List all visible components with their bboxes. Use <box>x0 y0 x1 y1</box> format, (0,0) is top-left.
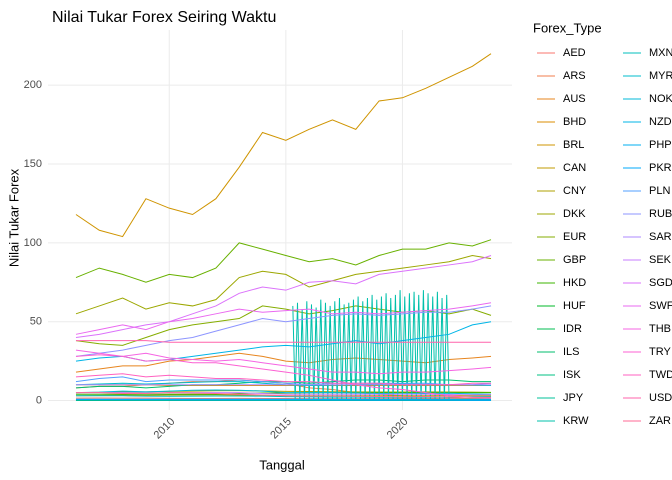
legend-label: MYR <box>649 70 672 82</box>
y-tick-label: 0 <box>36 394 42 406</box>
series-line <box>75 376 492 386</box>
legend-label: CNY <box>563 185 587 197</box>
legend-label: ARS <box>563 70 586 82</box>
series-line <box>75 340 492 343</box>
legend-label: PHP <box>649 139 672 151</box>
y-axis-title: Nilai Tukar Forex <box>6 168 21 267</box>
legend-label: BHD <box>563 116 586 128</box>
legend-label: ZAR <box>649 415 671 427</box>
legend-label: GBP <box>563 254 586 266</box>
legend-label: PKR <box>649 162 672 174</box>
legend-label: KRW <box>563 415 589 427</box>
legend-label: JPY <box>563 392 584 404</box>
x-axis-title: Tanggal <box>259 457 305 472</box>
legend-label: ILS <box>563 346 580 358</box>
legend-label: SAR <box>649 231 672 243</box>
legend-label: ISK <box>563 369 581 381</box>
legend-label: RUB <box>649 208 672 220</box>
legend-label: DKK <box>563 208 586 220</box>
legend-label: TWD <box>649 369 672 381</box>
x-tick-label: 2020 <box>385 416 411 442</box>
series-line <box>75 305 492 357</box>
series-line <box>75 302 492 335</box>
x-tick-label: 2010 <box>152 416 178 442</box>
legend: AED ARS AUS BHD BRL CAN CNY DKK EUR GBP HKD HUF IDR I… <box>537 47 672 427</box>
legend-label: THB <box>649 323 671 335</box>
legend-label: NOK <box>649 93 672 105</box>
series-line <box>75 53 492 238</box>
legend-label: SWF <box>649 300 672 312</box>
legend-label: CAN <box>563 162 586 174</box>
lines <box>75 53 492 402</box>
legend-label: NZD <box>649 116 672 128</box>
series-line <box>292 290 450 400</box>
series-line <box>75 389 492 395</box>
y-tick-label: 200 <box>24 79 42 91</box>
series-line <box>75 352 492 373</box>
series-line <box>75 349 492 375</box>
grid <box>48 30 512 410</box>
legend-label: IDR <box>563 323 582 335</box>
x-tick-label: 2015 <box>268 416 294 442</box>
series-line <box>75 395 492 398</box>
series-line <box>75 239 492 283</box>
series-line <box>75 354 492 399</box>
y-tick-label: 50 <box>30 316 42 328</box>
series-line <box>75 255 492 338</box>
legend-label: USD <box>649 392 672 404</box>
y-tick-label: 100 <box>24 237 42 249</box>
series-line <box>75 399 492 401</box>
legend-label: SGD <box>649 277 672 289</box>
legend-label: EUR <box>563 231 586 243</box>
legend-label: MXN <box>649 47 672 59</box>
series-line <box>75 254 492 315</box>
legend-label: TRY <box>649 346 671 358</box>
legend-label: HKD <box>563 277 586 289</box>
legend-label: AED <box>563 47 586 59</box>
legend-label: PLN <box>649 185 670 197</box>
chart-title: Nilai Tukar Forex Seiring Waktu <box>52 9 276 26</box>
y-tick-label: 150 <box>24 158 42 170</box>
series-line <box>75 397 492 400</box>
series-line <box>75 392 492 398</box>
legend-label: BRL <box>563 139 584 151</box>
legend-label: AUS <box>563 93 586 105</box>
series-line <box>75 373 492 386</box>
legend-title: Forex_Type <box>533 20 602 35</box>
legend-label: HUF <box>563 300 586 312</box>
legend-label: SEK <box>649 254 672 266</box>
